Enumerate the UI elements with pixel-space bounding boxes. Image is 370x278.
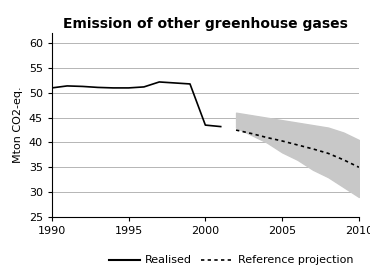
Title: Emission of other greenhouse gases: Emission of other greenhouse gases (63, 17, 348, 31)
Y-axis label: Mton CO2-eq.: Mton CO2-eq. (13, 87, 23, 163)
Legend: Realised, Reference projection: Realised, Reference projection (109, 255, 353, 265)
